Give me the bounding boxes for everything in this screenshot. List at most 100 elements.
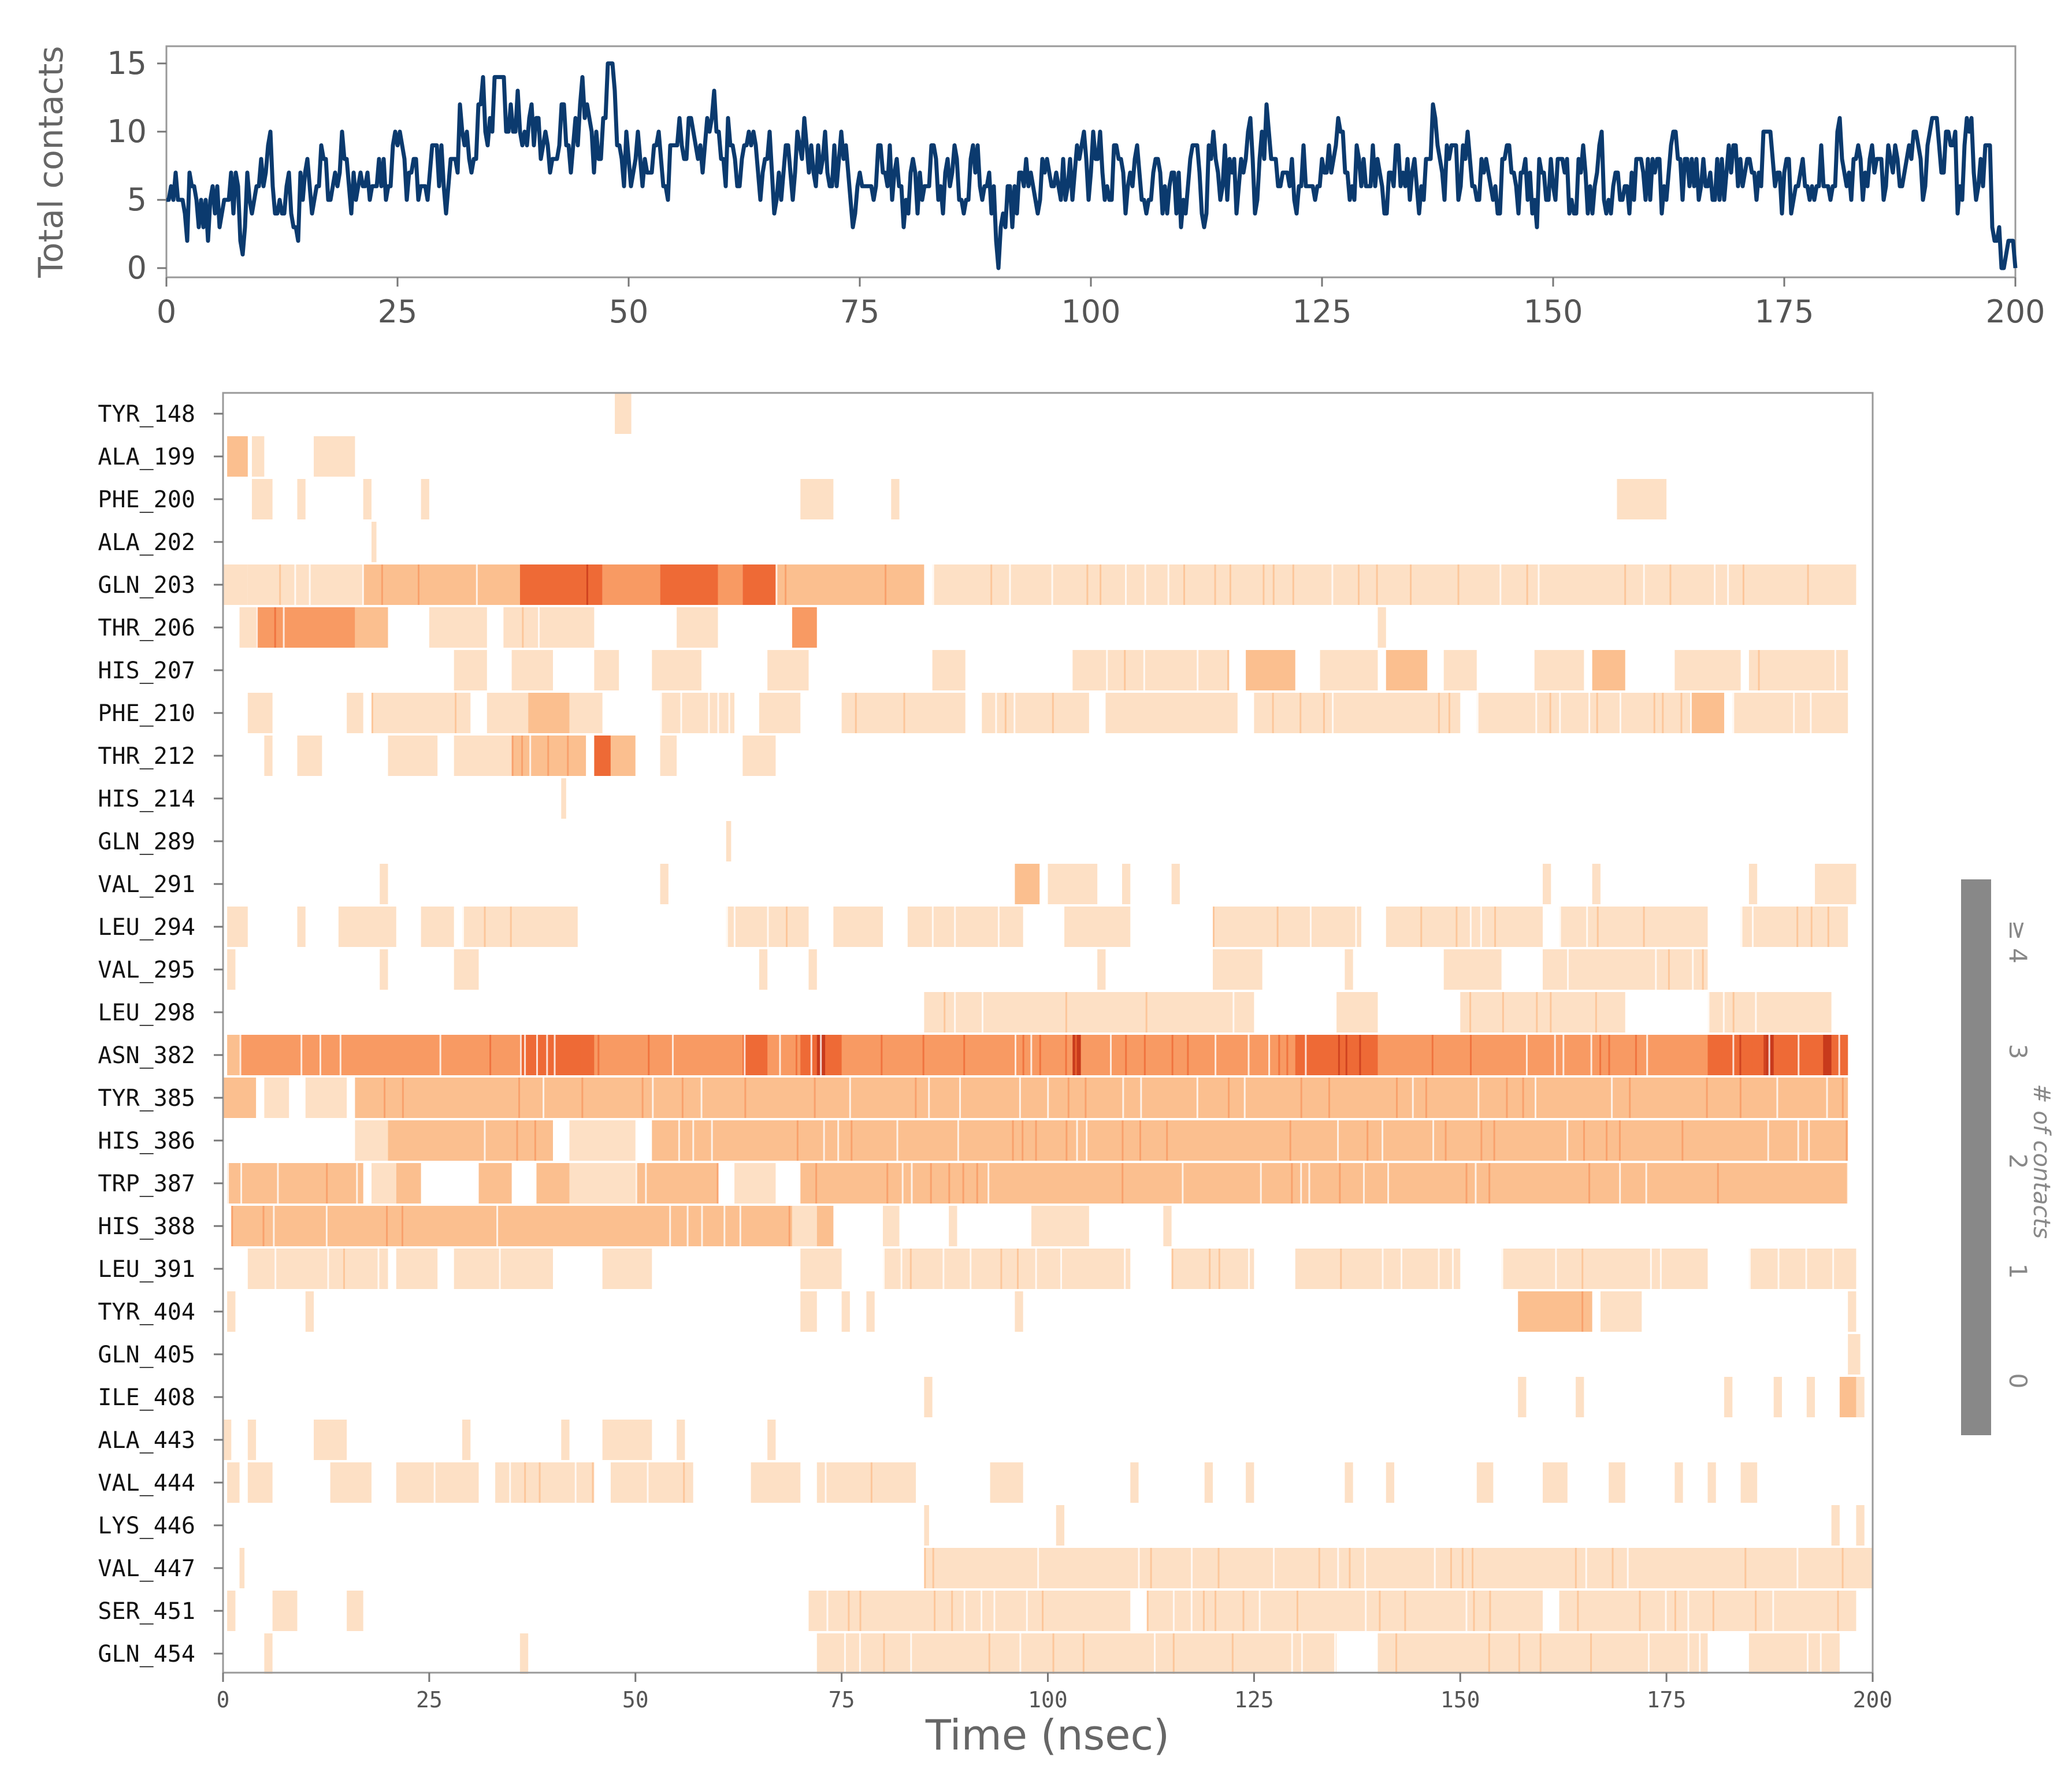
heatmap-cell <box>808 1591 1131 1631</box>
heatmap-cell <box>1566 1120 1569 1161</box>
heatmap-cell <box>1748 1249 1751 1289</box>
heatmap-cell <box>1231 1633 1234 1674</box>
heatmap-cell <box>1065 1035 1067 1075</box>
heatmap-cell <box>678 1120 680 1161</box>
heatmap-cell <box>859 1591 862 1631</box>
heatmap-cell <box>1772 1591 1774 1631</box>
heatmap-cell <box>1450 1548 1452 1588</box>
colorbar-ticks: 0 1 2 3 ≥ 4 <box>2004 920 2032 1388</box>
heatmap-cell <box>1171 1249 1174 1289</box>
heatmap-cell <box>641 1078 644 1118</box>
heatmap-cell <box>1086 564 1089 605</box>
heatmap-cell <box>1337 1548 1339 1588</box>
heatmap-cell <box>788 1206 790 1246</box>
residue-label: ALA_202 <box>98 529 195 556</box>
heatmap-cell <box>561 1420 570 1460</box>
heatmap-cell <box>1592 650 1625 690</box>
heatmap-cell <box>844 1633 846 1674</box>
heatmap-cell <box>954 992 956 1032</box>
heatmap-cell <box>1016 1249 1019 1289</box>
heatmap-cell <box>930 1163 932 1204</box>
heatmap-cell <box>1596 693 1598 733</box>
heatmap-cell <box>1646 1035 1648 1075</box>
heatmap-cell <box>1707 992 1710 1032</box>
heatmap-cell <box>816 1462 916 1503</box>
heatmap-cell <box>660 736 677 776</box>
heatmap-cell <box>274 607 276 648</box>
heatmap-cell <box>716 1163 719 1204</box>
heatmap-cell <box>1832 1249 1835 1289</box>
heatmap-cell <box>1800 1035 1802 1075</box>
heatmap-cell <box>454 650 487 690</box>
heatmap-cell <box>1583 1120 1585 1161</box>
heatmap-cell <box>1171 1249 1254 1289</box>
heatmap-cell <box>849 1078 851 1118</box>
heatmap-cell <box>1659 1249 1662 1289</box>
heatmap-cell <box>1124 650 1126 690</box>
heatmap-cell <box>1443 650 1477 690</box>
heatmap-cell <box>1047 1078 1049 1118</box>
heatmap-cell <box>347 693 363 733</box>
heatmap-cell <box>602 564 660 605</box>
heatmap-cell <box>1624 564 1627 605</box>
heatmap-cell <box>792 1206 817 1246</box>
heatmap-cell <box>1323 693 1325 733</box>
heatmap-cell <box>848 1591 850 1631</box>
heatmap-cell <box>1805 1249 1807 1289</box>
heatmap-cell <box>1834 650 1836 690</box>
heatmap-cell <box>660 864 669 904</box>
heatmap-cell <box>1246 650 1295 690</box>
heatmap-cell <box>1611 1078 1613 1118</box>
heatmap-cell <box>1190 1591 1193 1631</box>
heatmap-cell <box>1599 1035 1602 1075</box>
heatmap-cell <box>223 1078 257 1118</box>
heatmap-cell <box>1554 1035 1556 1075</box>
colorbar-tick-label: 2 <box>2004 1154 2032 1169</box>
heatmap-cell <box>1674 650 1741 690</box>
heatmap-cell <box>610 1462 693 1503</box>
heatmap-cell <box>1831 1505 1840 1546</box>
heatmap-cell <box>294 564 296 605</box>
heatmap-cell <box>1379 1591 1381 1631</box>
heatmap-cell <box>1740 1462 1758 1503</box>
heatmap-cell <box>610 736 636 776</box>
heatmap-cell <box>751 1462 801 1503</box>
heatmap-cell <box>524 1035 526 1075</box>
heatmap-cell <box>1166 1120 1168 1161</box>
heatmap-cell <box>454 1249 553 1289</box>
heatmap-cell <box>256 607 258 648</box>
heatmap-cell <box>1110 1035 1112 1075</box>
heatmap-cell <box>1153 1633 1156 1674</box>
heatmap-cell <box>1122 1078 1124 1118</box>
heatmap-cell <box>586 564 588 605</box>
heatmap-cell <box>1493 1120 1495 1161</box>
heatmap-cell <box>767 650 809 690</box>
heatmap-cell <box>1461 1548 1464 1588</box>
heatmap-cell <box>1377 607 1386 648</box>
heatmap-cell <box>742 564 776 605</box>
heatmap-cell <box>534 1120 536 1161</box>
heatmap-cell <box>903 693 905 733</box>
heatmap-cell <box>462 1420 471 1460</box>
heatmap-cell <box>1443 949 1502 990</box>
heatmap-cell <box>240 1163 243 1204</box>
heatmap-cell <box>1592 864 1601 904</box>
heatmap-cell <box>1163 1206 1172 1246</box>
heatmap-cell <box>1076 1120 1078 1161</box>
heatmap-cell <box>539 1462 541 1503</box>
heatmap-cell <box>1377 1633 1708 1674</box>
heatmap-cell <box>1308 1163 1310 1204</box>
heatmap-cell <box>231 1206 233 1246</box>
heatmap-cell <box>1639 1591 1641 1631</box>
heatmap-cell <box>1272 693 1274 733</box>
heatmap-cell <box>759 949 768 990</box>
heatmap-cell <box>1476 693 1479 733</box>
top-x-tick-label: 175 <box>1754 294 1814 330</box>
heatmap-cell <box>519 1035 595 1075</box>
heatmap-cell <box>499 1249 501 1289</box>
heatmap-cell <box>993 1591 996 1631</box>
heatmap-cell <box>837 1120 840 1161</box>
heatmap-cell <box>823 1120 825 1161</box>
residue-label: PHE_210 <box>98 700 195 727</box>
heatmap-cell <box>247 693 273 733</box>
